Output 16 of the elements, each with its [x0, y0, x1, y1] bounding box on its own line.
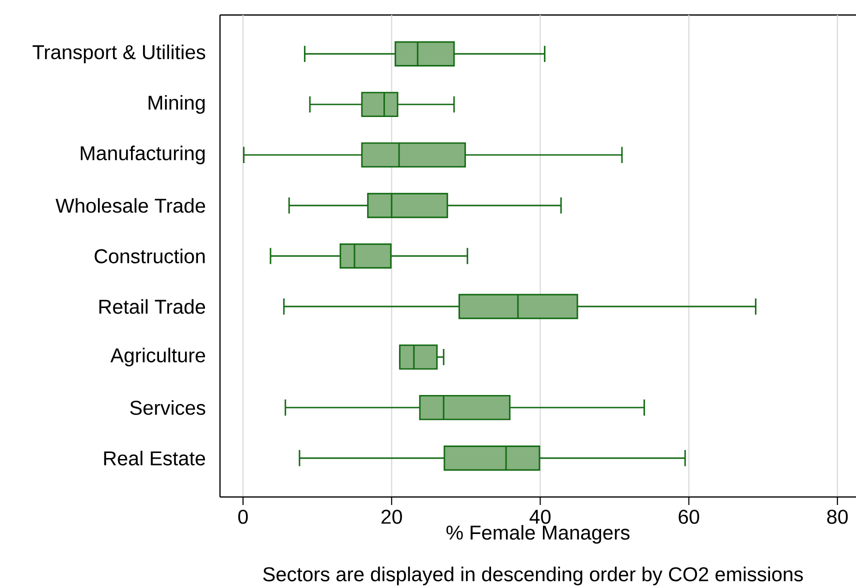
y-tick-label: Wholesale Trade — [56, 198, 206, 213]
y-tick-label: Retail Trade — [99, 299, 206, 314]
x-tick-label: 60 — [678, 510, 700, 524]
y-tick-label: Services — [130, 400, 206, 415]
x-tick-label: 80 — [827, 510, 848, 524]
y-tick-label: Construction — [94, 248, 205, 264]
y-tick-label: Manufacturing — [80, 146, 205, 164]
y-tick-label: Agriculture — [110, 348, 206, 366]
x-tick-label: 20 — [382, 510, 402, 524]
y-tick-label: Real Estate — [104, 450, 206, 466]
text: Sectors are displayed in descending order by CO2 emissions — [263, 566, 803, 586]
x-tick-label: 0 — [238, 510, 248, 524]
x-axis-title: % Female Managers — [446, 525, 630, 544]
y-tick-label: Mining — [148, 95, 205, 114]
y-tick-label: Transport & Utilities — [32, 44, 206, 64]
x-tick-label: 40 — [530, 510, 551, 524]
